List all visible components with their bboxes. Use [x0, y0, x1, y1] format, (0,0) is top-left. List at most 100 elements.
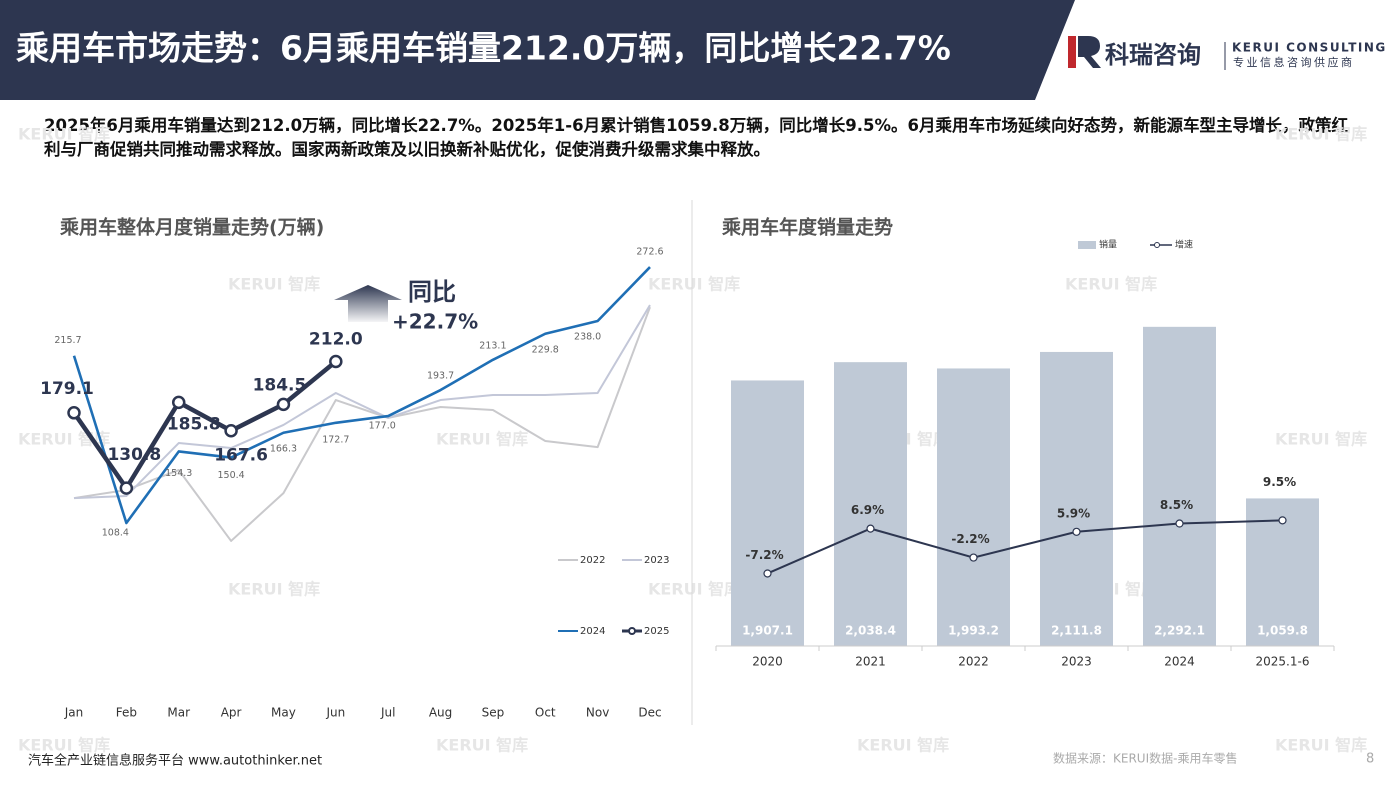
- x-tick-label: 2025.1-6: [1256, 655, 1310, 669]
- logo-name: 科瑞咨询: [1105, 41, 1201, 69]
- x-tick-label: Apr: [221, 706, 242, 720]
- growth-label: -2.2%: [951, 532, 989, 546]
- x-tick-label: Dec: [638, 706, 661, 720]
- watermark: KERUI 智库: [648, 275, 740, 294]
- data-label: 177.0: [369, 421, 396, 432]
- x-tick-label: Jan: [64, 706, 84, 720]
- x-tick-label: Jul: [380, 706, 395, 720]
- bar: [1143, 326, 1216, 646]
- point: [67, 406, 81, 420]
- data-label: 167.6: [214, 446, 268, 466]
- bar-label: 1,059.8: [1257, 624, 1308, 638]
- watermark: KERUI 智库: [1275, 125, 1367, 144]
- bar-label: 2,111.8: [1051, 624, 1102, 638]
- growth-point: [1072, 527, 1081, 536]
- footer-source: 数据来源：KERUI数据-乘用车零售: [1053, 751, 1237, 766]
- watermark: KERUI 智库: [857, 736, 949, 755]
- bar: [1040, 351, 1113, 646]
- bar: [834, 362, 907, 646]
- header-title: 乘用车市场走势：6月乘用车销量212.0万辆，同比增长22.7%: [16, 29, 951, 68]
- x-tick-label: Mar: [167, 706, 190, 720]
- growth-point: [1175, 519, 1184, 528]
- logo-tagline: 专业信息咨询供应商: [1233, 55, 1355, 69]
- growth-point: [1278, 516, 1287, 525]
- x-tick-label: May: [271, 706, 296, 720]
- point: [224, 423, 238, 438]
- point: [329, 354, 343, 369]
- watermark: KERUI 智库: [18, 125, 110, 144]
- x-tick-label: Jun: [325, 706, 345, 720]
- logo-mark: [1068, 36, 1076, 68]
- watermark: KERUI 智库: [436, 736, 528, 755]
- data-label: 108.4: [102, 528, 129, 539]
- growth-line: [767, 519, 1283, 575]
- series-line: [73, 304, 651, 500]
- point: [119, 481, 134, 495]
- growth-label: 9.5%: [1263, 475, 1296, 489]
- chart-title: 乘用车整体月度销量走势(万辆): [59, 216, 324, 239]
- bar-label: 2,292.1: [1154, 624, 1205, 638]
- series-line: [73, 306, 651, 542]
- point: [276, 397, 291, 412]
- logo: 科瑞咨询 KERUI CONSULTING 专业信息咨询供应商: [1068, 36, 1387, 70]
- arrow: [334, 285, 402, 322]
- legend-label: 2023: [644, 555, 669, 566]
- legend-marker: [628, 627, 636, 635]
- growth-label: 5.9%: [1057, 506, 1090, 520]
- x-tick-label: 2024: [1164, 655, 1195, 669]
- data-label: 212.0: [309, 330, 363, 350]
- x-tick-label: Aug: [429, 706, 452, 720]
- chart-title: 乘用车年度销量走势: [721, 216, 893, 239]
- watermark: KERUI 智库: [1275, 430, 1367, 449]
- series-line: [72, 266, 651, 525]
- series-line: [72, 359, 338, 491]
- data-label: 184.5: [253, 375, 307, 395]
- watermark: KERUI 智库: [18, 736, 110, 755]
- growth-label: 6.9%: [851, 503, 884, 517]
- legend-label: 2024: [580, 626, 605, 637]
- bar: [937, 368, 1010, 646]
- page-number: 8: [1366, 752, 1374, 767]
- x-tick-label: 2021: [855, 655, 886, 669]
- legend-marker: [1154, 242, 1160, 248]
- data-label: 150.4: [217, 470, 244, 481]
- point: [171, 395, 186, 410]
- legend-label: 销量: [1099, 239, 1117, 251]
- watermark: KERUI 智库: [228, 580, 320, 599]
- x-tick-label: Oct: [535, 706, 556, 720]
- growth-point: [969, 553, 978, 562]
- annotation: +22.7%: [392, 310, 478, 334]
- data-label: 154.3: [165, 468, 192, 479]
- monthly-chart: 乘用车整体月度销量走势(万辆) Jan Feb Mar Apr May Jun Jul Aug S…: [40, 216, 669, 720]
- data-label: 166.3: [270, 443, 297, 454]
- bar-label: 1,993.2: [948, 624, 999, 638]
- watermark: KERUI 智库: [1065, 275, 1157, 294]
- x-tick-label: Feb: [116, 706, 137, 720]
- data-label: 130.8: [107, 445, 161, 465]
- watermark: KERUI 智库: [648, 580, 740, 599]
- data-label: 229.8: [532, 344, 559, 355]
- data-label: 185.8: [167, 414, 221, 434]
- data-label: 213.1: [479, 340, 506, 351]
- watermark: KERUI 智库: [228, 275, 320, 294]
- growth-point: [763, 569, 772, 578]
- data-label: 238.0: [574, 331, 601, 342]
- data-label: 272.6: [636, 247, 663, 258]
- logo-en: KERUI CONSULTING: [1232, 41, 1387, 55]
- legend-swatch: [1078, 241, 1096, 249]
- bar-label: 1,907.1: [742, 624, 793, 638]
- x-tick-label: 2020: [752, 655, 783, 669]
- legend-label: 增速: [1175, 239, 1193, 251]
- x-tick-label: Nov: [586, 706, 609, 720]
- x-tick-label: 2022: [958, 655, 989, 669]
- summary: 2025年6月乘用车销量达到212.0万辆，同比增长22.7%。2025年1-6…: [44, 116, 1348, 159]
- bar-label: 2,038.4: [845, 624, 896, 638]
- growth-label: -7.2%: [745, 548, 783, 562]
- watermark: KERUI 智库: [436, 430, 528, 449]
- data-label: 179.1: [40, 379, 94, 399]
- legend-label: 2025: [644, 626, 669, 637]
- logo-mark: [1078, 36, 1101, 68]
- bar: [731, 380, 804, 646]
- annotation: 同比: [408, 278, 456, 306]
- data-label: 215.7: [54, 335, 81, 346]
